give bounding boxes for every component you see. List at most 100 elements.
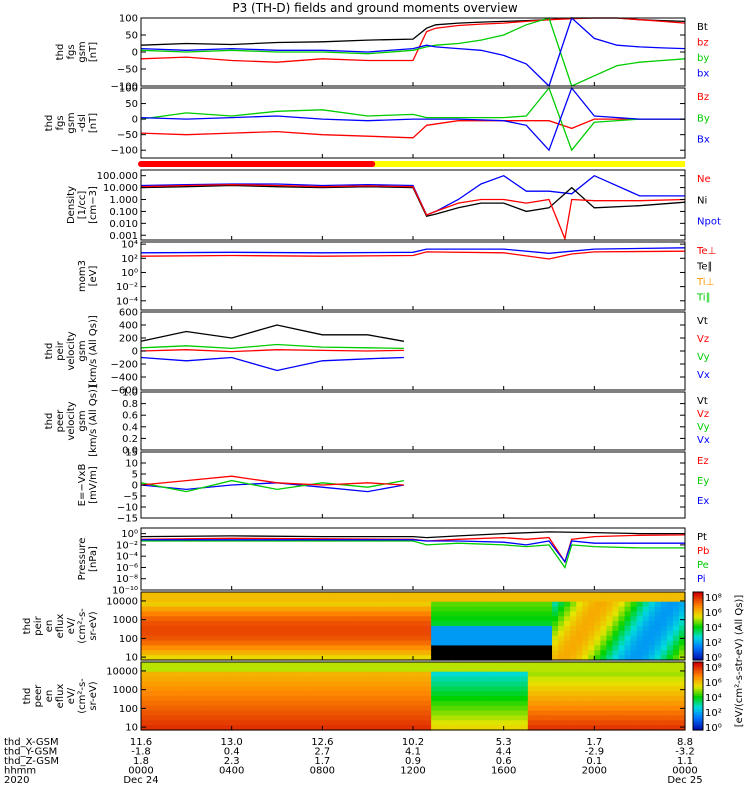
heat-cell — [594, 671, 601, 678]
heat-cell — [406, 691, 414, 697]
heat-cell — [588, 666, 595, 673]
heat-cell — [207, 671, 215, 678]
heat-cell — [648, 635, 656, 642]
heat-cell — [576, 705, 583, 712]
heat-cell — [660, 720, 668, 726]
heat-cell — [606, 666, 614, 673]
heat-cell — [515, 705, 523, 712]
heat-cell — [213, 720, 221, 726]
heat-cell — [570, 696, 577, 702]
panel-frame-fgs-dsl — [140, 87, 686, 159]
heat-cell — [467, 635, 475, 642]
heat-cell — [600, 611, 608, 617]
heat-cell — [346, 601, 354, 608]
heat-cell — [449, 650, 456, 656]
heat-cell — [431, 676, 438, 683]
heat-cell — [195, 596, 203, 603]
heat-cell — [370, 645, 378, 651]
heat-cell — [437, 621, 444, 627]
heat-cell — [261, 720, 269, 726]
heat-cell — [660, 592, 668, 598]
heat-cell — [310, 621, 317, 627]
heat-cell — [527, 635, 535, 642]
heat-cell — [183, 671, 190, 678]
heat-cell — [219, 592, 227, 598]
heat-cell — [443, 715, 450, 721]
heat-cell — [183, 645, 190, 651]
heat-cell — [678, 621, 686, 627]
legend-efield-2: Ex — [697, 496, 709, 507]
heat-cell — [491, 686, 499, 692]
heat-cell — [437, 626, 444, 632]
heat-cell — [672, 662, 680, 668]
heat-cell — [298, 621, 305, 627]
heat-cell — [630, 700, 638, 707]
heat-cell — [316, 676, 323, 683]
series-temperature-Te — [140, 250, 686, 260]
heat-cell — [630, 720, 638, 726]
heat-cell — [316, 720, 323, 726]
heat-cell — [618, 606, 626, 613]
heat-cell — [413, 725, 420, 731]
heat-cell — [171, 592, 178, 598]
heat-cell — [340, 601, 348, 608]
heat-cell — [249, 715, 257, 721]
heat-cell — [147, 611, 154, 617]
heat-cell — [207, 696, 215, 702]
heat-cell — [340, 715, 348, 721]
heat-cell — [213, 700, 221, 707]
heat-cell — [261, 666, 269, 673]
heat-cell — [400, 592, 408, 598]
heat-cell — [491, 596, 499, 603]
heat-cell — [286, 655, 293, 661]
heat-cell — [334, 691, 342, 697]
heat-cell — [515, 691, 523, 697]
heat-cell — [352, 596, 360, 603]
heat-cell — [449, 696, 456, 702]
heat-cell — [406, 596, 414, 603]
heat-cell — [147, 700, 154, 707]
heat-cell — [558, 710, 565, 717]
heat-cell — [437, 715, 444, 721]
heat-cell — [207, 705, 215, 712]
colorbar-tick-0-1: 10⁶ — [705, 608, 722, 619]
heat-cell — [606, 720, 614, 726]
heat-cell — [449, 640, 456, 647]
heat-cell — [431, 650, 438, 656]
heat-cell — [473, 616, 481, 622]
heat-cell — [624, 666, 632, 673]
heat-cell — [267, 720, 275, 726]
heat-cell — [292, 596, 299, 603]
heat-cell — [485, 650, 493, 656]
heat-cell — [159, 635, 166, 642]
heat-cell — [570, 592, 577, 598]
heat-cell — [280, 592, 287, 598]
heat-cell — [624, 621, 632, 627]
heat-cell — [364, 720, 372, 726]
heat-cell — [642, 592, 650, 598]
ytick-label-efield-5: −10 — [117, 503, 138, 514]
heat-cell — [678, 720, 686, 726]
heat-cell — [225, 686, 233, 692]
heat-cell — [201, 640, 209, 647]
heat-cell — [322, 655, 329, 661]
heat-cell — [334, 621, 342, 627]
heat-cell — [358, 611, 366, 617]
heat-cell — [527, 671, 535, 678]
heat-cell — [666, 606, 674, 613]
heat-cell — [606, 611, 614, 617]
heat-cell — [672, 715, 680, 721]
heat-cell — [231, 635, 239, 642]
heat-cell — [183, 666, 190, 673]
heat-cell — [183, 596, 190, 603]
heat-cell — [618, 700, 626, 707]
heat-cell — [322, 671, 329, 678]
heat-cell — [171, 650, 178, 656]
heat-cell — [594, 715, 601, 721]
heat-cell — [521, 596, 529, 603]
ytick-label-density-1: 10.000 — [103, 183, 138, 194]
heat-cell — [346, 650, 354, 656]
heat-cell — [153, 671, 160, 678]
heat-cell — [485, 666, 493, 673]
heat-cell — [497, 650, 505, 656]
